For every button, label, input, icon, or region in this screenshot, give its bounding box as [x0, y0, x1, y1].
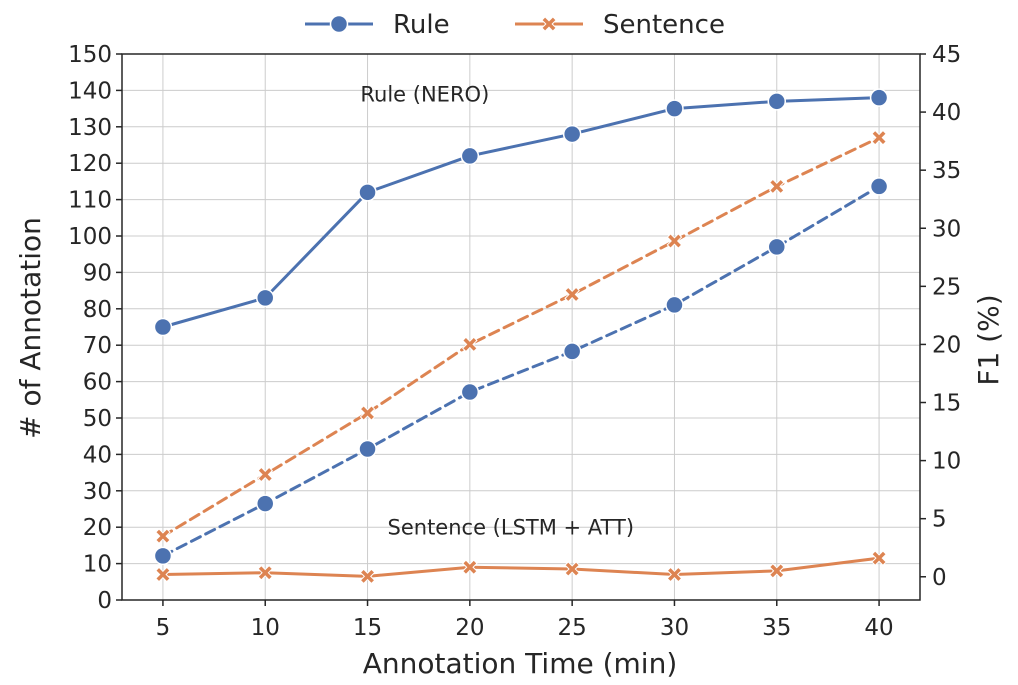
x-tick-label: 30: [660, 615, 689, 641]
x-tick-label: 15: [353, 615, 382, 641]
left-tick-label: 30: [83, 479, 112, 505]
data-point-sentence-f1: [155, 528, 171, 544]
data-point-rule-f1: [255, 494, 275, 513]
x-axis-label: Annotation Time (min): [363, 647, 678, 680]
right-tick-label: 45: [932, 42, 961, 68]
left-tick-label: 120: [68, 151, 112, 177]
legend-label: Rule: [393, 10, 450, 40]
series-sentence-f1: [155, 129, 887, 544]
data-point-sentence-f1: [768, 178, 785, 195]
data-point-rule-annotation: [767, 92, 787, 111]
left-tick-label: 20: [83, 515, 112, 541]
annotation-label: Sentence (LSTM + ATT): [388, 515, 635, 539]
data-point-sentence-annotation: [257, 564, 274, 581]
data-point-rule-annotation: [869, 88, 889, 107]
plot-frame: [121, 53, 921, 601]
left-tick-label: 10: [83, 552, 112, 578]
data-point-sentence-annotation: [666, 566, 683, 583]
series-rule-annotation: [153, 88, 889, 337]
x-tick-label: 25: [558, 615, 587, 641]
data-point-sentence-f1: [666, 233, 683, 249]
left-tick-label: 130: [68, 115, 112, 141]
left-tick-label: 90: [83, 260, 112, 286]
right-tick-label: 20: [932, 332, 961, 358]
right-tick-label: 25: [932, 274, 961, 300]
legend-item-rule: Rule: [305, 10, 450, 40]
right-tick-label: 40: [932, 100, 961, 126]
x-tick-label: 35: [762, 615, 791, 641]
x-tick-label: 20: [455, 615, 484, 641]
grid: [122, 53, 920, 601]
data-point-sentence-annotation: [768, 563, 785, 579]
annotations: Rule (NERO) Sentence (LSTM + ATT): [360, 82, 634, 539]
data-point-sentence-f1: [462, 336, 478, 353]
data-point-rule-f1: [869, 177, 889, 196]
left-tick-label: 50: [83, 406, 112, 432]
data-point-sentence-annotation: [359, 568, 376, 585]
data-point-sentence-f1: [564, 286, 580, 303]
data-point-rule-f1: [153, 546, 173, 566]
left-tick-label: 40: [83, 442, 112, 468]
series-line-sentence-annotation: [161, 556, 881, 578]
series-line-sentence-f1: [161, 136, 881, 538]
x-tick-label: 10: [251, 615, 280, 641]
data-point-rule-annotation: [255, 288, 275, 308]
right-tick-label: 15: [932, 391, 961, 417]
data-point-rule-annotation: [153, 317, 173, 337]
data-point-sentence-annotation: [564, 561, 580, 577]
data-point-rule-annotation: [562, 124, 582, 144]
data-point-rule-f1: [665, 295, 684, 315]
left-tick-label: 70: [83, 333, 112, 359]
data-point-rule-annotation: [358, 183, 377, 202]
data-point-sentence-annotation: [155, 566, 171, 583]
legend-marker: [329, 14, 349, 34]
left-tick-label: 80: [83, 297, 112, 323]
left-tick-label: 100: [68, 224, 112, 250]
x-axis-ticks: 5 10 15 20 25 30 35 40: [156, 600, 894, 641]
legend: Rule Sentence: [305, 10, 725, 40]
legend-item-sentence: Sentence: [515, 10, 725, 40]
left-tick-label: 140: [68, 78, 112, 104]
right-tick-label: 30: [932, 216, 961, 242]
data-point-rule-annotation: [665, 99, 684, 118]
legend-marker: [541, 16, 557, 32]
series-layer: [153, 88, 889, 585]
data-point-sentence-annotation: [871, 550, 887, 566]
data-point-sentence-annotation: [462, 559, 478, 576]
right-tick-label: 0: [932, 565, 947, 591]
legend-label: Sentence: [603, 10, 725, 40]
series-line-rule-f1: [161, 184, 881, 558]
right-tick-label: 5: [932, 507, 947, 533]
left-axis-ticks: 0 10 20 30 40 50 60 70 80 90 100 110 120 130 140 150: [68, 42, 122, 614]
right-tick-label: 35: [932, 158, 961, 184]
data-point-rule-f1: [358, 439, 377, 459]
data-point-rule-f1: [767, 237, 787, 257]
right-axis-ticks: 0 5 10 15 20 25 30 35 40 45: [920, 42, 961, 591]
data-point-rule-f1: [562, 342, 582, 361]
data-point-rule-annotation: [460, 146, 480, 166]
left-tick-label: 110: [68, 188, 112, 214]
annotation-label: Rule (NERO): [360, 82, 489, 106]
x-tick-label: 5: [156, 615, 171, 641]
series-rule-f1: [153, 177, 889, 566]
data-point-sentence-f1: [359, 405, 376, 421]
left-tick-label: 60: [83, 370, 112, 396]
left-tick-label: 150: [68, 42, 112, 68]
right-tick-label: 10: [932, 449, 961, 475]
data-point-sentence-f1: [257, 466, 274, 483]
series-line-rule-annotation: [161, 96, 881, 329]
right-axis-label: F1 (%): [972, 294, 1005, 385]
data-point-sentence-f1: [871, 129, 887, 146]
x-tick-label: 40: [864, 615, 893, 641]
left-tick-label: 0: [97, 588, 112, 614]
data-point-rule-f1: [460, 382, 480, 402]
left-axis-label: # of Annotation: [14, 217, 47, 439]
series-sentence-annotation: [155, 550, 887, 585]
